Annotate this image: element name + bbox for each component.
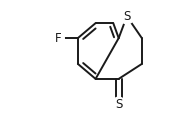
Text: F: F bbox=[55, 32, 61, 45]
Text: S: S bbox=[115, 98, 122, 111]
Text: S: S bbox=[123, 10, 130, 23]
Circle shape bbox=[111, 97, 126, 112]
Circle shape bbox=[119, 9, 134, 24]
Circle shape bbox=[52, 32, 64, 44]
